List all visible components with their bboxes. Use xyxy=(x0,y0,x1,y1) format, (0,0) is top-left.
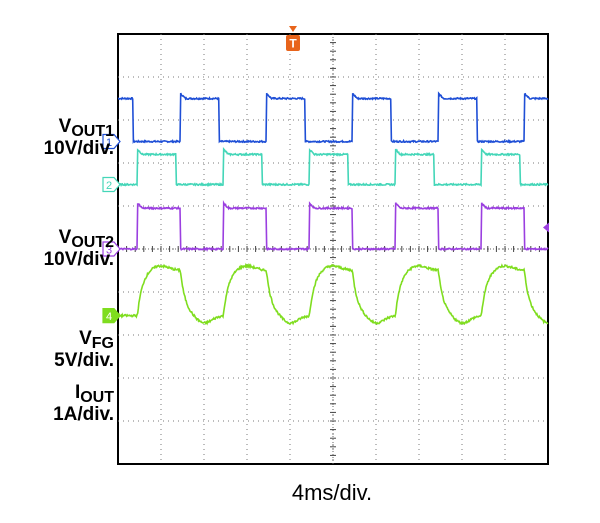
channel-markers: 1 2 3 4 T xyxy=(102,26,549,324)
ch1-marker-shape xyxy=(102,133,121,150)
ch2-marker: 2 xyxy=(102,176,121,193)
ch1-symbol: V xyxy=(58,116,72,137)
ch3-marker: 3 xyxy=(102,241,121,257)
ch3-label: VFG 5V/div. xyxy=(54,328,114,372)
trace-ch2 xyxy=(117,146,549,188)
ch1-marker-number: 1 xyxy=(106,137,112,149)
ch2-marker-number: 2 xyxy=(106,180,112,192)
ch3-marker-number: 3 xyxy=(106,245,112,257)
trigger-level-marker xyxy=(543,222,549,233)
trigger-letter: T xyxy=(289,37,297,51)
ch1-subscript: OUT1 xyxy=(71,123,114,140)
ch2-scale: 10V/div. xyxy=(43,249,114,270)
trace-ch4 xyxy=(117,262,549,326)
ch2-marker-shape xyxy=(102,176,121,193)
ch2-subscript: OUT2 xyxy=(71,234,114,251)
trace-ch1 xyxy=(117,91,549,144)
ch4-label: IOUT 1A/div. xyxy=(53,382,114,426)
time-axis-label: 4ms/div. xyxy=(291,480,373,505)
ch3-marker-shape xyxy=(102,241,121,257)
trigger-box xyxy=(286,35,300,51)
ch4-symbol: I xyxy=(74,382,81,403)
traces xyxy=(117,91,549,326)
trace-ch3 xyxy=(117,199,549,252)
trigger-arrow xyxy=(289,26,297,32)
ch1-scale: 10V/div. xyxy=(43,138,114,159)
ch1-marker: 1 xyxy=(102,133,121,150)
ch3-symbol: V xyxy=(79,328,92,349)
ch1-label: VOUT1 10V/div. xyxy=(44,116,114,160)
ch2-label: VOUT2 10V/div. xyxy=(44,227,114,271)
ch4-marker: 4 xyxy=(102,308,121,324)
ch3-subscript: FG xyxy=(91,335,114,352)
ch2-symbol: V xyxy=(58,227,72,248)
ch4-marker-number: 4 xyxy=(106,311,112,323)
ch3-scale: 5V/div. xyxy=(54,350,114,371)
ch4-scale: 1A/div. xyxy=(53,404,114,425)
oscilloscope-plot: 1 2 3 4 T xyxy=(102,26,549,465)
ch4-subscript: OUT xyxy=(80,389,114,406)
ch4-marker-shape xyxy=(102,308,121,324)
trigger-marker: T xyxy=(286,26,300,51)
